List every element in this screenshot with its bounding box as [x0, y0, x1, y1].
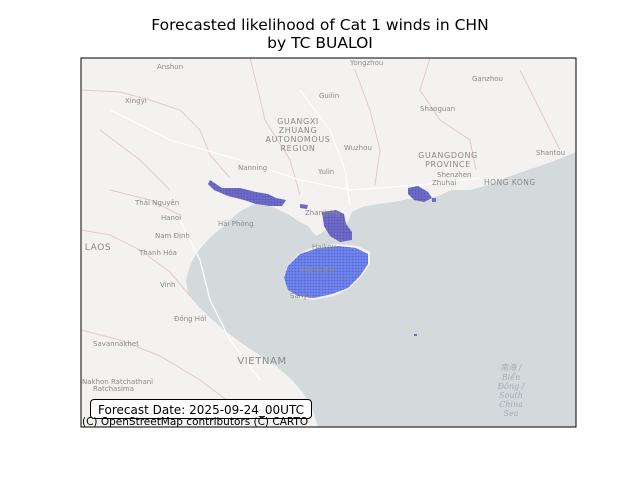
label-shantou: Shantou	[536, 149, 565, 157]
label-yulin: Yulin	[317, 168, 334, 176]
label-hanoi: Hanoi	[161, 214, 181, 222]
map-attribution: (C) OpenStreetMap contributors (C) CARTO	[82, 416, 309, 428]
label-southsea-5: China	[499, 400, 523, 409]
swath-small-spot	[300, 204, 308, 209]
forecast-date-label: Forecast Date: 2025-09-24_00UTC	[90, 399, 312, 419]
label-guangxi-4: REGION	[280, 144, 315, 153]
label-haiphong: Hải Phòng	[218, 220, 254, 228]
label-savannakhet: Savannakhet	[93, 340, 139, 348]
label-laos: LAOS	[85, 243, 111, 253]
label-xingyi: Xingyi	[125, 97, 147, 105]
chart-title-line1: Forecasted likelihood of Cat 1 winds in …	[151, 16, 489, 34]
roads	[109, 89, 481, 381]
region-labels: GUANGXI ZHUANG AUTONOMOUS REGION GUANGDO…	[85, 117, 478, 367]
label-haikou: Haikou	[312, 243, 336, 251]
sea-labels: 南海 / Biển Đông / South China Sea	[497, 363, 526, 418]
label-guangdong-2: PROVINCE	[425, 160, 471, 169]
swath-leizhou-dots	[322, 210, 352, 242]
label-southsea-3: Đông /	[497, 382, 526, 391]
label-zhanjiang: Zhanjiang	[305, 209, 340, 217]
swath-guangxi-coast-dots	[208, 180, 286, 206]
swath-sea-speck	[414, 334, 417, 336]
label-southsea-2: Biển	[501, 373, 521, 382]
label-guilin: Guilin	[319, 92, 339, 100]
swath-hainan-dots	[284, 246, 368, 298]
label-guangxi-3: AUTONOMOUS	[266, 135, 331, 144]
map-frame	[80, 57, 577, 428]
label-zhuhai: Zhuhai	[432, 179, 456, 187]
label-guangxi-1: GUANGXI	[277, 117, 319, 126]
label-vietnam: VIETNAM	[237, 356, 286, 367]
wind-likelihood-swaths	[208, 180, 436, 336]
label-donghoi: Đồng Hới	[174, 315, 206, 323]
place-labels: Anshun Yongzhou Ganzhou Xingyi Guilin Sh…	[82, 59, 565, 393]
map-canvas: Anshun Yongzhou Ganzhou Xingyi Guilin Sh…	[81, 58, 576, 427]
swath-pearl-river-dots	[408, 186, 432, 202]
label-nakhon1: Nakhon Ratchathani	[82, 378, 153, 386]
label-nanning: Nanning	[238, 164, 267, 172]
label-shenzhen: Shenzhen	[437, 171, 471, 179]
label-sanya: Sanya	[290, 292, 312, 300]
label-guangdong-1: GUANGDONG	[418, 151, 478, 160]
label-thanhhoa: Thanh Hóa	[138, 249, 177, 257]
label-hongkong: HONG KONG	[484, 178, 536, 187]
label-hainan: HAINAN	[301, 266, 336, 275]
admin-boundaries	[81, 58, 561, 411]
label-anshun: Anshun	[157, 63, 183, 71]
label-guangxi-2: ZHUANG	[279, 126, 318, 135]
label-southsea-6: Sea	[504, 409, 519, 418]
label-namdinh: Nam Định	[155, 232, 190, 240]
label-vinh: Vinh	[160, 281, 175, 289]
label-shaoguan: Shaoguan	[420, 105, 455, 113]
label-nakhon2: Ratchasima	[93, 385, 134, 393]
label-thainguyen: Thái Nguyên	[134, 199, 179, 207]
swath-pearl-river-tail	[432, 198, 436, 202]
label-yongzhou: Yongzhou	[349, 59, 383, 67]
label-southsea-1: 南海 /	[500, 363, 523, 372]
label-southsea-4: South	[499, 391, 523, 400]
chart-title-line2: by TC BUALOI	[267, 34, 373, 52]
label-wuzhou: Wuzhou	[344, 144, 372, 152]
label-ganzhou: Ganzhou	[472, 75, 503, 83]
